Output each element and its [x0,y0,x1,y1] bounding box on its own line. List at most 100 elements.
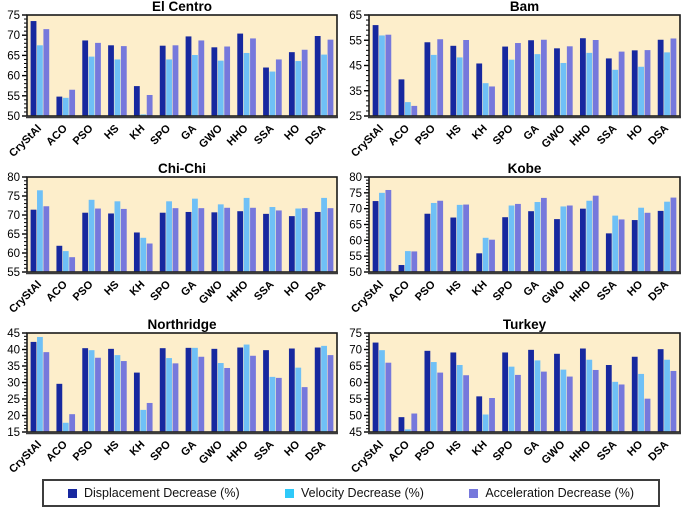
y-tick-label: 25 [349,111,362,123]
bar [263,213,269,272]
bar [657,210,664,272]
y-tick-label: 55 [7,91,20,103]
bar [140,237,147,272]
x-tick-label: ACO [44,438,70,464]
bar [69,89,76,116]
bar [560,369,567,432]
bar [554,219,560,272]
bar [166,59,172,116]
x-tick-label: GWO [540,278,568,306]
bar [638,66,645,116]
bar [424,42,431,116]
bar [554,48,560,116]
y-tick-label: 75 [349,328,362,340]
bar [644,212,651,272]
bar [224,367,231,432]
x-tick-label: PSO [413,438,438,463]
y-tick-label: 55 [7,267,20,279]
bar [56,96,63,116]
bar [372,25,379,117]
bar [140,409,147,432]
bar [95,42,101,116]
bar [172,45,179,116]
legend-item-acceleration: Acceleration Decrease (%) [469,486,634,500]
x-tick-label: KH [128,123,148,143]
y-tick-label: 25 [7,394,20,406]
chart-svg: 50 55 60 65 70 75 80 Kobe CryStAl ACO PSO HS KH SPO GA… [349,162,681,316]
y-tick-label: 40 [7,345,20,357]
y-tick-label: 65 [349,220,362,232]
bar [398,265,405,272]
chart-title: Kobe [508,162,542,176]
bar [379,350,385,432]
bar [592,195,599,272]
bar [114,355,121,432]
chart-title: Turkey [503,318,547,332]
bar [424,350,431,432]
bar [314,211,321,272]
bar [456,57,463,116]
x-tick-label: CryStAl [349,123,386,160]
bar [120,208,127,272]
bar [62,422,69,432]
bar [482,414,489,432]
bar [159,45,166,117]
bar [612,215,619,272]
bar [664,52,670,116]
bar [263,350,269,432]
bar [430,362,437,432]
chart-title: Chi-Chi [158,162,206,176]
bar [540,197,547,272]
bar [30,21,37,117]
x-tick-label: HS [445,123,464,142]
bar [540,39,547,117]
bar [515,374,521,432]
bar [269,71,276,116]
bar [605,233,612,272]
x-tick-label: HO [625,438,645,458]
x-tick-label: HO [282,278,302,298]
x-tick-label: DSA [303,279,328,304]
bar [534,202,541,272]
x-tick-label: PSO [413,278,438,303]
bar [586,359,593,432]
bar [321,345,327,432]
bar [275,210,282,272]
bar [508,59,515,116]
bar [450,217,457,272]
bar [515,203,521,272]
bar [120,46,127,116]
bar [43,352,50,432]
bar [476,253,483,272]
displacement-swatch-icon [68,488,77,498]
x-tick-label: GWO [540,438,568,466]
y-tick-label: 55 [349,35,362,47]
y-tick-label: 60 [349,378,362,390]
y-tick-label: 65 [349,10,362,22]
bar [437,372,444,432]
bar [372,201,379,272]
bar [56,383,63,432]
x-tick-label: GA [521,279,541,299]
plot-area [27,333,337,432]
y-tick-label: 55 [349,394,362,406]
bar [579,38,586,117]
x-tick-label: HHO [225,278,251,304]
bar [618,384,625,432]
bar [166,358,172,432]
bar [566,205,573,272]
legend-label-acceleration: Acceleration Decrease (%) [485,486,634,500]
bar [644,398,651,432]
chart-svg: 50 55 60 65 70 75 El Centro CryStAl ACO PSO HS KH SP… [7,0,338,160]
bar [528,211,534,272]
bar [489,239,495,272]
bar [321,54,327,116]
bar [198,356,205,432]
bar [185,36,192,116]
x-tick-label: SSA [595,123,620,148]
bar [224,207,231,272]
y-axis: 45 50 55 60 65 70 75 [349,328,369,439]
bar [211,212,218,272]
